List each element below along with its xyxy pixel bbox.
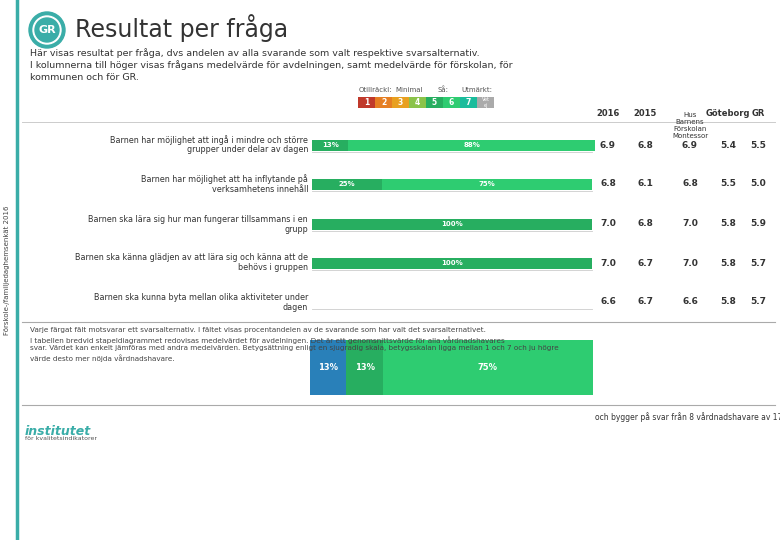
Text: 2015: 2015 bbox=[633, 109, 657, 118]
Text: institutet: institutet bbox=[25, 425, 91, 438]
Text: Otillräckl:: Otillräckl: bbox=[358, 87, 392, 93]
Text: 6.8: 6.8 bbox=[600, 179, 616, 188]
Text: Förskolan: Förskolan bbox=[673, 126, 707, 132]
Text: I tabellen bredvid stapeldiagrammet redovisas medelvärdet för avdelningen. Det ä: I tabellen bredvid stapeldiagrammet redo… bbox=[30, 336, 505, 343]
Bar bbox=[358, 97, 375, 108]
Text: 5.4: 5.4 bbox=[720, 140, 736, 150]
Text: 100%: 100% bbox=[441, 221, 463, 227]
Text: 88%: 88% bbox=[463, 142, 480, 148]
Bar bbox=[382, 179, 592, 190]
Text: kommunen och för GR.: kommunen och för GR. bbox=[30, 72, 139, 82]
Text: 5.8: 5.8 bbox=[720, 259, 736, 267]
Text: och bygger på svar från 8 vårdnadshavare av 17 möjliga: och bygger på svar från 8 vårdnadshavare… bbox=[595, 412, 780, 422]
Bar bbox=[426, 97, 443, 108]
Text: GR: GR bbox=[751, 109, 764, 118]
Text: 2: 2 bbox=[381, 98, 386, 107]
Bar bbox=[312, 179, 382, 190]
Text: 2016: 2016 bbox=[597, 109, 619, 118]
Text: 100%: 100% bbox=[441, 260, 463, 266]
Text: 13%: 13% bbox=[322, 142, 339, 148]
Text: 5: 5 bbox=[432, 98, 437, 107]
Text: 6.1: 6.1 bbox=[637, 179, 653, 188]
Bar bbox=[443, 97, 460, 108]
Text: Barnen har möjlighet att ha inflytande på: Barnen har möjlighet att ha inflytande p… bbox=[141, 174, 308, 184]
Text: Montessor: Montessor bbox=[672, 133, 708, 139]
Text: Barnen ska känna glädjen av att lära sig och känna att de: Barnen ska känna glädjen av att lära sig… bbox=[75, 253, 308, 262]
Bar bbox=[346, 340, 383, 395]
Text: 13%: 13% bbox=[318, 363, 339, 372]
Text: 7: 7 bbox=[466, 98, 471, 107]
Text: 75%: 75% bbox=[478, 363, 498, 372]
Text: Göteborg: Göteborg bbox=[706, 109, 750, 118]
Bar bbox=[383, 340, 593, 395]
Text: 5.7: 5.7 bbox=[750, 298, 766, 307]
Text: grupper under delar av dagen: grupper under delar av dagen bbox=[186, 145, 308, 154]
Text: 7.0: 7.0 bbox=[682, 259, 698, 267]
Bar bbox=[312, 139, 349, 151]
Text: GR: GR bbox=[38, 25, 56, 35]
Text: 6.9: 6.9 bbox=[600, 140, 616, 150]
Circle shape bbox=[29, 12, 65, 48]
Bar bbox=[477, 97, 494, 108]
Text: 1: 1 bbox=[364, 98, 369, 107]
Text: Hus: Hus bbox=[683, 112, 697, 118]
Circle shape bbox=[33, 16, 61, 44]
Text: Så:: Så: bbox=[438, 86, 448, 93]
Text: 3: 3 bbox=[398, 98, 403, 107]
Text: 6.7: 6.7 bbox=[637, 298, 653, 307]
Text: 13%: 13% bbox=[355, 363, 374, 372]
Text: 5.5: 5.5 bbox=[750, 140, 766, 150]
Text: 6.7: 6.7 bbox=[637, 259, 653, 267]
Text: grupp: grupp bbox=[284, 225, 308, 233]
Text: 6.8: 6.8 bbox=[682, 179, 698, 188]
Text: 4: 4 bbox=[415, 98, 420, 107]
Bar bbox=[460, 97, 477, 108]
Text: Vet
ej: Vet ej bbox=[481, 97, 490, 108]
Text: för kvalitetsindikatorer: för kvalitetsindikatorer bbox=[25, 436, 97, 441]
Text: 6.6: 6.6 bbox=[600, 298, 616, 307]
Bar bbox=[312, 219, 592, 230]
Text: värde desto mer nöjda vårdnadshavare.: värde desto mer nöjda vårdnadshavare. bbox=[30, 354, 175, 362]
Bar bbox=[409, 97, 426, 108]
Text: 6.8: 6.8 bbox=[637, 140, 653, 150]
Bar bbox=[312, 258, 592, 268]
Text: 5.7: 5.7 bbox=[750, 259, 766, 267]
Text: Barnen ska lära sig hur man fungerar tillsammans i en: Barnen ska lära sig hur man fungerar til… bbox=[88, 214, 308, 224]
Text: 6.6: 6.6 bbox=[682, 298, 698, 307]
Text: 5.8: 5.8 bbox=[720, 298, 736, 307]
Text: verksamhetens innehåll: verksamhetens innehåll bbox=[211, 185, 308, 193]
Text: Barnen ska kunna byta mellan olika aktiviteter under: Barnen ska kunna byta mellan olika aktiv… bbox=[94, 293, 308, 301]
Text: 7.0: 7.0 bbox=[682, 219, 698, 228]
Text: Resultat per fråga: Resultat per fråga bbox=[75, 14, 288, 42]
Text: Här visas resultat per fråga, dvs andelen av alla svarande som valt respektive s: Här visas resultat per fråga, dvs andele… bbox=[30, 48, 480, 58]
Text: Varje färgat fält motsvarar ett svarsalternativ. I fältet visas procentandelen a: Varje färgat fält motsvarar ett svarsalt… bbox=[30, 327, 486, 333]
Text: behövs i gruppen: behövs i gruppen bbox=[238, 264, 308, 273]
Text: 5.5: 5.5 bbox=[720, 179, 736, 188]
Text: 7.0: 7.0 bbox=[600, 259, 616, 267]
Text: 6: 6 bbox=[448, 98, 454, 107]
Text: 25%: 25% bbox=[339, 181, 356, 187]
Text: Förskole-/familjedaghemsenkät 2016: Förskole-/familjedaghemsenkät 2016 bbox=[4, 205, 10, 335]
Text: svar. Värdet kan enkelt jämföras med andra medelvärden. Betygsättning enligt en : svar. Värdet kan enkelt jämföras med and… bbox=[30, 345, 558, 351]
Text: Barnen har möjlighet att ingå i mindre och större: Barnen har möjlighet att ingå i mindre o… bbox=[110, 135, 308, 145]
Bar bbox=[310, 340, 346, 395]
Text: 75%: 75% bbox=[479, 181, 495, 187]
Text: 6.9: 6.9 bbox=[682, 140, 698, 150]
Text: 5.9: 5.9 bbox=[750, 219, 766, 228]
Text: 6.8: 6.8 bbox=[637, 219, 653, 228]
Text: I kolumnerna till höger visas frågans medelvärde för avdelningen, samt medelvärd: I kolumnerna till höger visas frågans me… bbox=[30, 60, 512, 70]
Bar bbox=[392, 97, 409, 108]
Bar bbox=[349, 139, 595, 151]
Text: 5.0: 5.0 bbox=[750, 179, 766, 188]
Text: Utmärkt:: Utmärkt: bbox=[462, 87, 492, 93]
Bar bbox=[375, 97, 392, 108]
Text: dagen: dagen bbox=[282, 302, 308, 312]
Text: Minimal: Minimal bbox=[395, 87, 423, 93]
Circle shape bbox=[35, 18, 59, 42]
Text: 5.8: 5.8 bbox=[720, 219, 736, 228]
Text: Barnens: Barnens bbox=[675, 119, 704, 125]
Text: 7.0: 7.0 bbox=[600, 219, 616, 228]
